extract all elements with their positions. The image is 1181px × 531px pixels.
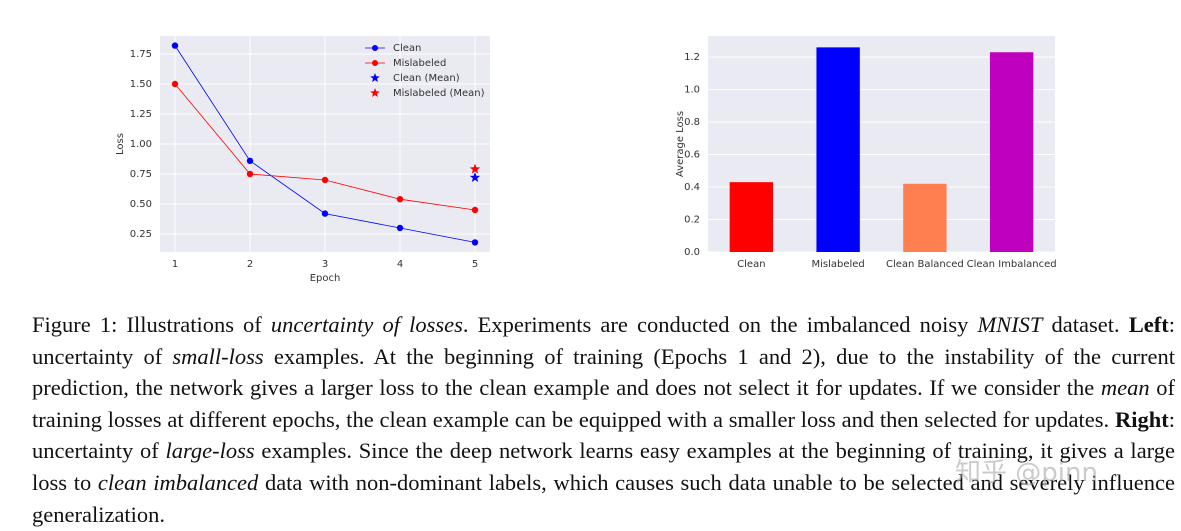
y-tick-label: 1.2 (684, 52, 700, 63)
x-tick-label: 1 (172, 259, 178, 270)
point (171, 80, 179, 88)
watermark: 知乎 @pinn (955, 458, 1098, 488)
x-axis-label: Epoch (310, 273, 341, 284)
point (246, 170, 254, 178)
x-tick-label: Clean Balanced (886, 259, 964, 270)
y-tick-label: 1.75 (130, 49, 152, 60)
legend-symbol (372, 60, 378, 66)
x-tick-label: Clean (737, 259, 765, 270)
caption-text: . Experiments are conducted on the imbal… (462, 312, 978, 337)
caption: Figure 1: Illustrations of uncertainty o… (32, 309, 1175, 530)
caption-italic: MNIST (977, 312, 1043, 337)
caption-text: examples. At the beginning of training (… (32, 343, 1175, 401)
star-marker (469, 163, 481, 174)
y-tick-label: 1.0 (684, 85, 700, 96)
y-tick-label: 0.4 (684, 182, 700, 193)
y-tick-label: 0.8 (684, 117, 700, 128)
y-tick-label: 1.50 (130, 79, 152, 90)
legend-label: Mislabeled (Mean) (393, 88, 485, 99)
legend-label: Mislabeled (393, 58, 446, 69)
caption-text: : uncertainty of (32, 406, 1175, 464)
caption-italic: small-loss (172, 343, 264, 369)
legend-symbol (370, 73, 380, 82)
y-tick-label: 0.2 (684, 215, 700, 226)
caption-text: : uncertainty of (32, 312, 1176, 369)
point (471, 239, 479, 246)
point (471, 206, 479, 214)
y-tick-label: 0.25 (130, 229, 152, 240)
caption-italic: clean imbalanced (97, 469, 259, 495)
figure: 0.25 0.50 0.75 1.00 1.25 1.50 1.75 Loss 1 2 3 4 5 Epo… (115, 36, 1057, 284)
caption-text: dataset. (1042, 312, 1129, 337)
y-axis-label: Average Loss (675, 111, 686, 177)
y-tick-label: 0.75 (130, 169, 152, 180)
y-tick-label: 0.0 (684, 247, 700, 258)
y-tick-label: 0.6 (684, 150, 700, 161)
star-marker (469, 172, 481, 182)
x-tick-label: 4 (397, 259, 403, 270)
point (396, 224, 404, 232)
caption-italic: large-loss (165, 438, 255, 464)
point (321, 210, 329, 217)
legend-symbol (370, 88, 380, 97)
point (321, 176, 329, 184)
x-tick-label: Mislabeled (811, 259, 864, 270)
caption-bold: Left (1128, 312, 1169, 337)
bar (729, 182, 774, 252)
caption-italic: mean (1100, 375, 1150, 401)
point (246, 157, 254, 164)
bar (989, 52, 1034, 252)
caption-text: Figure 1: Illustrations of (32, 312, 271, 337)
legend-label: Clean (393, 43, 421, 54)
caption-text: of training losses at different epochs, … (32, 375, 1175, 432)
y-axis-label: Loss (115, 133, 126, 155)
point (171, 42, 179, 49)
y-tick-label: 1.25 (130, 109, 152, 120)
caption-text: examples. Since the deep network learns … (32, 438, 1175, 495)
caption-text: data with non-dominant labels, which cau… (32, 469, 1176, 527)
x-tick-label: 2 (247, 259, 253, 270)
x-tick-label: Clean Imbalanced (967, 259, 1057, 270)
y-tick-label: 0.50 (130, 199, 152, 210)
legend-label: Clean (Mean) (393, 73, 460, 84)
y-tick-label: 1.00 (130, 139, 152, 150)
legend-symbol (372, 45, 378, 51)
caption-bold: Right (1114, 406, 1169, 432)
x-tick-label: 3 (322, 259, 328, 270)
bar (816, 47, 860, 252)
point (396, 196, 404, 203)
x-tick-label: 5 (472, 259, 478, 270)
bar (903, 183, 947, 252)
caption-italic: uncertainty of losses (270, 312, 463, 337)
